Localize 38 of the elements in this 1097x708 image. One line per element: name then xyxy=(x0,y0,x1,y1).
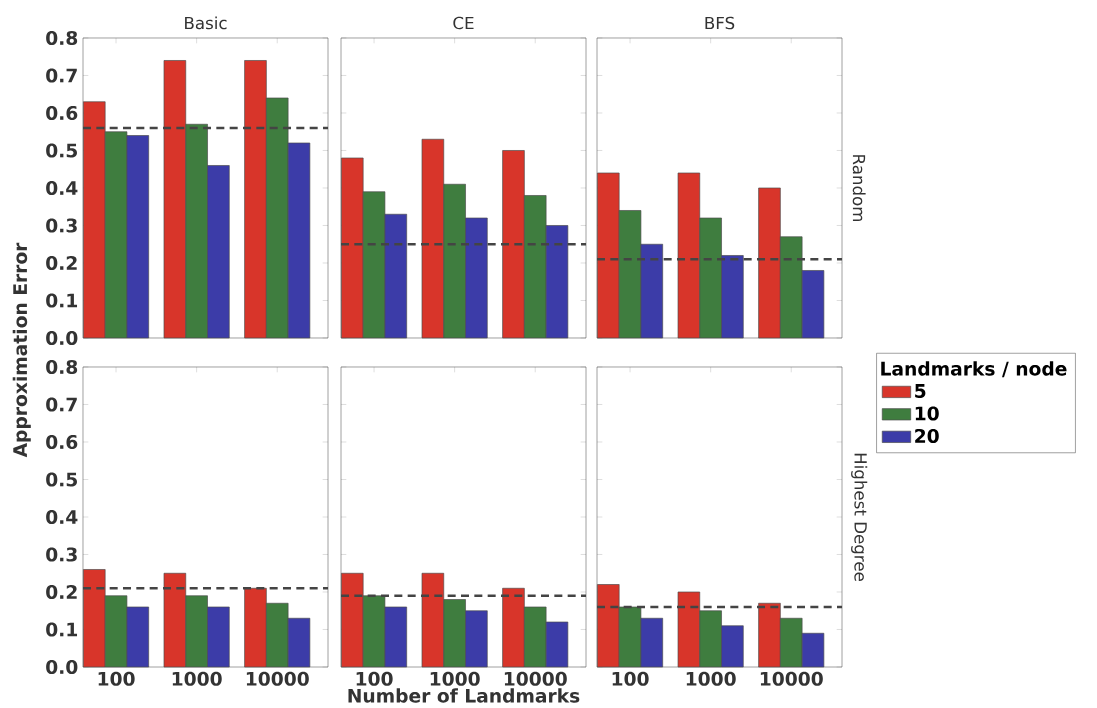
y-tick-label: 0.6 xyxy=(46,105,78,121)
y-tick-label: 0.5 xyxy=(46,472,77,487)
y-tick-label: 0.2 xyxy=(46,584,77,600)
y-tick-label: 0.7 xyxy=(46,68,77,83)
x-tick-label: 10000 xyxy=(246,671,309,686)
y-tick-label: 0.7 xyxy=(46,397,77,412)
y-tick-label: 0.1 xyxy=(46,293,78,308)
legend-label: 5 xyxy=(915,384,926,398)
y-tick-label: 0.5 xyxy=(46,143,77,158)
legend-title: Landmarks / node xyxy=(881,361,1067,378)
x-tick-label: 1000 xyxy=(430,671,480,686)
y-tick-label: 0.8 xyxy=(46,359,78,375)
legend-label: 20 xyxy=(915,428,939,444)
x-tick-label: 100 xyxy=(612,671,649,686)
y-tick-label: 0.1 xyxy=(46,622,78,637)
legend-label: 10 xyxy=(915,406,939,421)
x-tick-label: 1000 xyxy=(686,671,736,686)
x-tick-label: 1000 xyxy=(172,671,222,686)
y-axis-title: Approximation Error xyxy=(12,242,31,458)
y-tick-label: 0.0 xyxy=(46,330,78,346)
x-tick-label: 100 xyxy=(98,671,135,686)
x-tick-label: 10000 xyxy=(760,671,823,686)
chart-title: BFS xyxy=(705,16,735,30)
y-tick-label: 0.3 xyxy=(46,218,77,233)
y-tick-label: 0.4 xyxy=(46,180,78,196)
y-tick-label: 0.3 xyxy=(46,547,77,562)
y-tick-label: 0.0 xyxy=(46,659,78,675)
x-axis-title: Number of Landmarks xyxy=(348,688,580,703)
y-tick-label: 0.2 xyxy=(46,255,77,271)
text: Highest Degree xyxy=(851,453,868,581)
chart-title: Basic xyxy=(185,16,227,30)
x-tick-label: 10000 xyxy=(504,671,567,686)
y-tick-label: 0.6 xyxy=(46,434,78,450)
x-tick-label: 100 xyxy=(356,671,393,686)
chart-title: CE xyxy=(453,16,474,30)
y-tick-label: 0.4 xyxy=(46,509,78,525)
text: Random xyxy=(852,155,866,222)
y-tick-label: 0.8 xyxy=(46,30,78,46)
